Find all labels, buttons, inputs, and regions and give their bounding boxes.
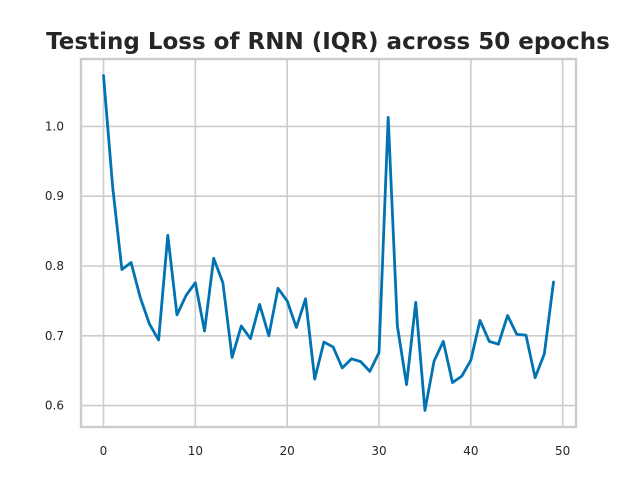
tick-labels: 0 10 20 30 40 50 0.6 0.7 0.8 0.9 1.0 — [45, 119, 570, 458]
series-layer — [102, 74, 555, 412]
x-tick-label: 20 — [280, 444, 295, 458]
y-tick-label: 0.7 — [45, 329, 64, 343]
series-line — [102, 74, 555, 412]
grid — [81, 59, 576, 427]
axes-frame — [79, 57, 578, 429]
chart-title: Testing Loss of RNN (IQR) across 50 epoc… — [46, 29, 610, 55]
x-tick-label: 50 — [555, 444, 570, 458]
axes-spines — [79, 57, 578, 429]
x-tick-label: 40 — [463, 444, 478, 458]
x-tick-label: 30 — [371, 444, 386, 458]
x-tick-label: 10 — [188, 444, 203, 458]
y-tick-label: 1.0 — [45, 119, 64, 133]
y-tick-label: 0.8 — [45, 259, 64, 273]
y-tick-label: 0.9 — [45, 189, 64, 203]
x-tick-label: 0 — [100, 444, 108, 458]
y-tick-label: 0.6 — [45, 399, 64, 413]
